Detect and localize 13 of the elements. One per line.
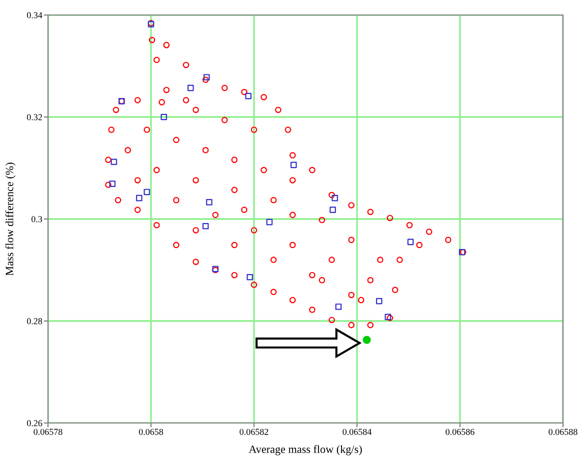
x-tick-label: 0.06578 xyxy=(34,428,62,435)
x-axis-title: Average mass flow (kg/s) xyxy=(248,445,362,456)
y-tick-label: 0.34 xyxy=(26,12,42,18)
x-tick-label: 0.06584 xyxy=(342,428,372,435)
y-tick-label: 0.32 xyxy=(26,114,42,120)
x-tick-label: 0.06588 xyxy=(548,428,578,435)
x-tick-label: 0.06582 xyxy=(240,428,268,435)
y-axis-title: Mass flow difference (%) xyxy=(5,162,16,276)
y-tick-label: 0.28 xyxy=(26,318,42,324)
y-tick-label: 0.26 xyxy=(26,420,42,426)
y-tick-label: 0.3 xyxy=(32,216,42,222)
x-tick-label: 0.0658 xyxy=(138,428,164,435)
x-tick-label: 0.06586 xyxy=(446,428,474,435)
